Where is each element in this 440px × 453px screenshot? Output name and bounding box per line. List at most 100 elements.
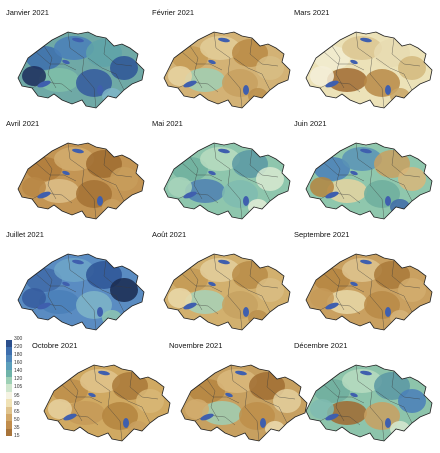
legend-value: 50 bbox=[14, 416, 20, 423]
legend-swatch bbox=[6, 347, 12, 355]
canton-border bbox=[67, 143, 97, 219]
lake bbox=[183, 191, 197, 199]
canton-border bbox=[375, 390, 413, 424]
canton-border bbox=[249, 148, 279, 178]
precipitation-patch bbox=[310, 177, 334, 197]
canton-border bbox=[87, 279, 125, 313]
lake bbox=[37, 191, 51, 199]
panel-title: Juin 2021 bbox=[294, 119, 327, 128]
canton-border bbox=[331, 45, 345, 89]
precipitation-patch bbox=[39, 290, 79, 314]
legend-value: 95 bbox=[14, 392, 20, 399]
legend-swatch bbox=[6, 369, 12, 377]
legend-swatch bbox=[6, 428, 12, 437]
precipitation-patch bbox=[22, 66, 46, 86]
precipitation-patch bbox=[168, 288, 192, 308]
canton-border bbox=[355, 254, 385, 330]
legend-labels: 300 220 180 160 140 120 105 95 80 65 50 35 15 bbox=[14, 337, 22, 439]
precipitation-patches bbox=[22, 32, 138, 108]
switzerland-map bbox=[305, 253, 433, 331]
lake bbox=[200, 413, 214, 421]
precipitation-patch bbox=[327, 401, 367, 425]
precipitation-patch bbox=[273, 389, 301, 413]
legend-value: 160 bbox=[14, 360, 23, 367]
country-border bbox=[180, 364, 308, 442]
lake bbox=[350, 281, 358, 287]
precipitation-patches bbox=[48, 365, 164, 441]
canton-border bbox=[181, 162, 223, 182]
lake bbox=[63, 413, 77, 421]
canton-border bbox=[375, 279, 413, 313]
lake bbox=[260, 418, 266, 428]
legend-value: 15 bbox=[14, 432, 20, 439]
canton-border bbox=[67, 32, 97, 108]
canton-border bbox=[213, 32, 243, 108]
lake bbox=[385, 307, 391, 317]
lake bbox=[98, 370, 110, 376]
country-border bbox=[305, 31, 433, 109]
lake bbox=[218, 37, 230, 43]
map-panel-septembre: Septembre 2021 bbox=[292, 230, 440, 342]
lake bbox=[183, 302, 197, 310]
lake bbox=[62, 281, 70, 287]
map-panel-janvier: Janvier 2021 bbox=[4, 8, 152, 120]
precipitation-patch bbox=[327, 68, 367, 92]
canton-border bbox=[391, 148, 421, 178]
legend-value: 300 bbox=[14, 336, 23, 342]
lake bbox=[350, 170, 358, 176]
canton-border bbox=[181, 51, 223, 71]
precipitation-patches bbox=[168, 254, 284, 330]
lake bbox=[208, 281, 216, 287]
canton-border bbox=[67, 254, 97, 330]
map-panel-avril: Avril 2021 bbox=[4, 119, 152, 231]
legend-value: 220 bbox=[14, 344, 23, 351]
precipitation-patch bbox=[110, 167, 138, 191]
precipitation-patch bbox=[136, 389, 164, 413]
precipitation-patch bbox=[390, 421, 410, 437]
canton-border bbox=[391, 37, 421, 67]
canton-border bbox=[323, 273, 365, 293]
precipitation-patch bbox=[110, 278, 138, 302]
canton-border bbox=[103, 259, 133, 289]
lake bbox=[97, 196, 103, 206]
precipitation-patch bbox=[342, 36, 382, 60]
legend-value: 35 bbox=[14, 424, 20, 431]
precipitation-patch bbox=[342, 369, 382, 393]
precipitation-patch bbox=[398, 167, 426, 191]
precipitation-patch bbox=[248, 88, 268, 104]
lake bbox=[243, 85, 249, 95]
lake bbox=[208, 59, 216, 65]
precipitation-patch bbox=[248, 310, 268, 326]
canton-border bbox=[103, 148, 133, 178]
legend-swatch bbox=[6, 384, 12, 392]
lake bbox=[360, 259, 372, 265]
canton-border bbox=[355, 32, 385, 108]
switzerland-map bbox=[17, 31, 145, 109]
lake bbox=[218, 259, 230, 265]
canton-border bbox=[129, 370, 159, 400]
precipitation-patch bbox=[185, 68, 225, 92]
legend-swatch bbox=[6, 399, 12, 407]
panel-title: Octobre 2021 bbox=[32, 341, 78, 350]
legend-swatch bbox=[6, 376, 12, 385]
country-border bbox=[305, 253, 433, 331]
legend-swatch bbox=[6, 406, 12, 414]
lake bbox=[325, 413, 339, 421]
precipitation-patch bbox=[310, 66, 334, 86]
canton-border bbox=[375, 168, 413, 202]
canton-border bbox=[35, 51, 77, 71]
canton-border bbox=[87, 57, 125, 91]
legend-colorbar bbox=[6, 340, 12, 437]
country-border bbox=[305, 142, 433, 220]
precipitation-patch bbox=[265, 421, 285, 437]
precipitation-patch bbox=[128, 421, 148, 437]
canton-border bbox=[69, 378, 83, 422]
precipitation-patch bbox=[202, 401, 242, 425]
lake bbox=[325, 302, 339, 310]
canton-border bbox=[323, 162, 365, 182]
lake bbox=[88, 392, 96, 398]
precipitation-patch bbox=[390, 199, 410, 215]
legend-value: 80 bbox=[14, 400, 20, 407]
panel-title: Janvier 2021 bbox=[6, 8, 49, 17]
precipitation-patches bbox=[310, 32, 426, 108]
